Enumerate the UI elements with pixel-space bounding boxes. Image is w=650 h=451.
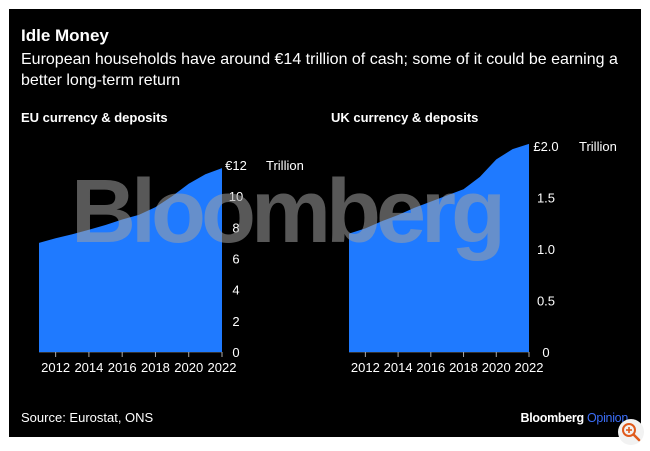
uk-x-tick-label: 2014	[384, 360, 413, 375]
bloomberg-opinion-logo: Bloomberg Opinion	[520, 411, 629, 425]
eu-x-tick-label: 2014	[74, 360, 103, 375]
eu-y-tick-label: €12	[225, 158, 247, 173]
uk-y-tick-label: 1.0	[537, 242, 555, 257]
uk-x-tick-label: 2020	[482, 360, 511, 375]
chart-subtitle: European households have around €14 tril…	[21, 51, 618, 89]
uk-y-tick-label: 0.5	[537, 294, 555, 309]
uk-x-tick-label: 2012	[351, 360, 380, 375]
chart-title: Idle Money	[21, 26, 109, 45]
zoom-in-icon[interactable]	[618, 419, 644, 445]
brand-sub: Opinion	[587, 411, 628, 425]
uk-x-tick-label: 2016	[416, 360, 445, 375]
eu-unit-label: Trillion	[266, 158, 304, 173]
eu-panel-title: EU currency & deposits	[21, 110, 168, 125]
chart-card: Idle Money European households have arou…	[9, 9, 641, 437]
eu-x-tick-label: 2018	[141, 360, 170, 375]
uk-y-tick-label: £2.0	[533, 139, 558, 154]
source-note: Source: Eurostat, ONS	[21, 410, 154, 425]
eu-y-tick-label: 6	[232, 252, 239, 267]
eu-y-tick-label: 0	[232, 345, 239, 360]
eu-y-tick-label: 2	[232, 314, 239, 329]
eu-x-tick-label: 2012	[41, 360, 70, 375]
eu-x-tick-label: 2020	[174, 360, 203, 375]
uk-panel-title: UK currency & deposits	[331, 110, 479, 125]
eu-y-tick-label: 4	[232, 283, 239, 298]
eu-x-tick-label: 2016	[108, 360, 137, 375]
uk-unit-label: Trillion	[579, 139, 617, 154]
eu-x-tick-label: 2022	[208, 360, 237, 375]
uk-y-tick-label: 1.5	[537, 191, 555, 206]
uk-x-tick-label: 2022	[515, 360, 544, 375]
eu-area-series	[39, 168, 222, 352]
uk-x-tick-label: 2018	[449, 360, 478, 375]
brand-main: Bloomberg	[520, 411, 585, 425]
eu-y-tick-label: 8	[232, 220, 239, 235]
uk-area-series	[349, 143, 529, 352]
uk-y-tick-label: 0	[542, 345, 549, 360]
eu-y-tick-label: 10	[229, 189, 243, 204]
